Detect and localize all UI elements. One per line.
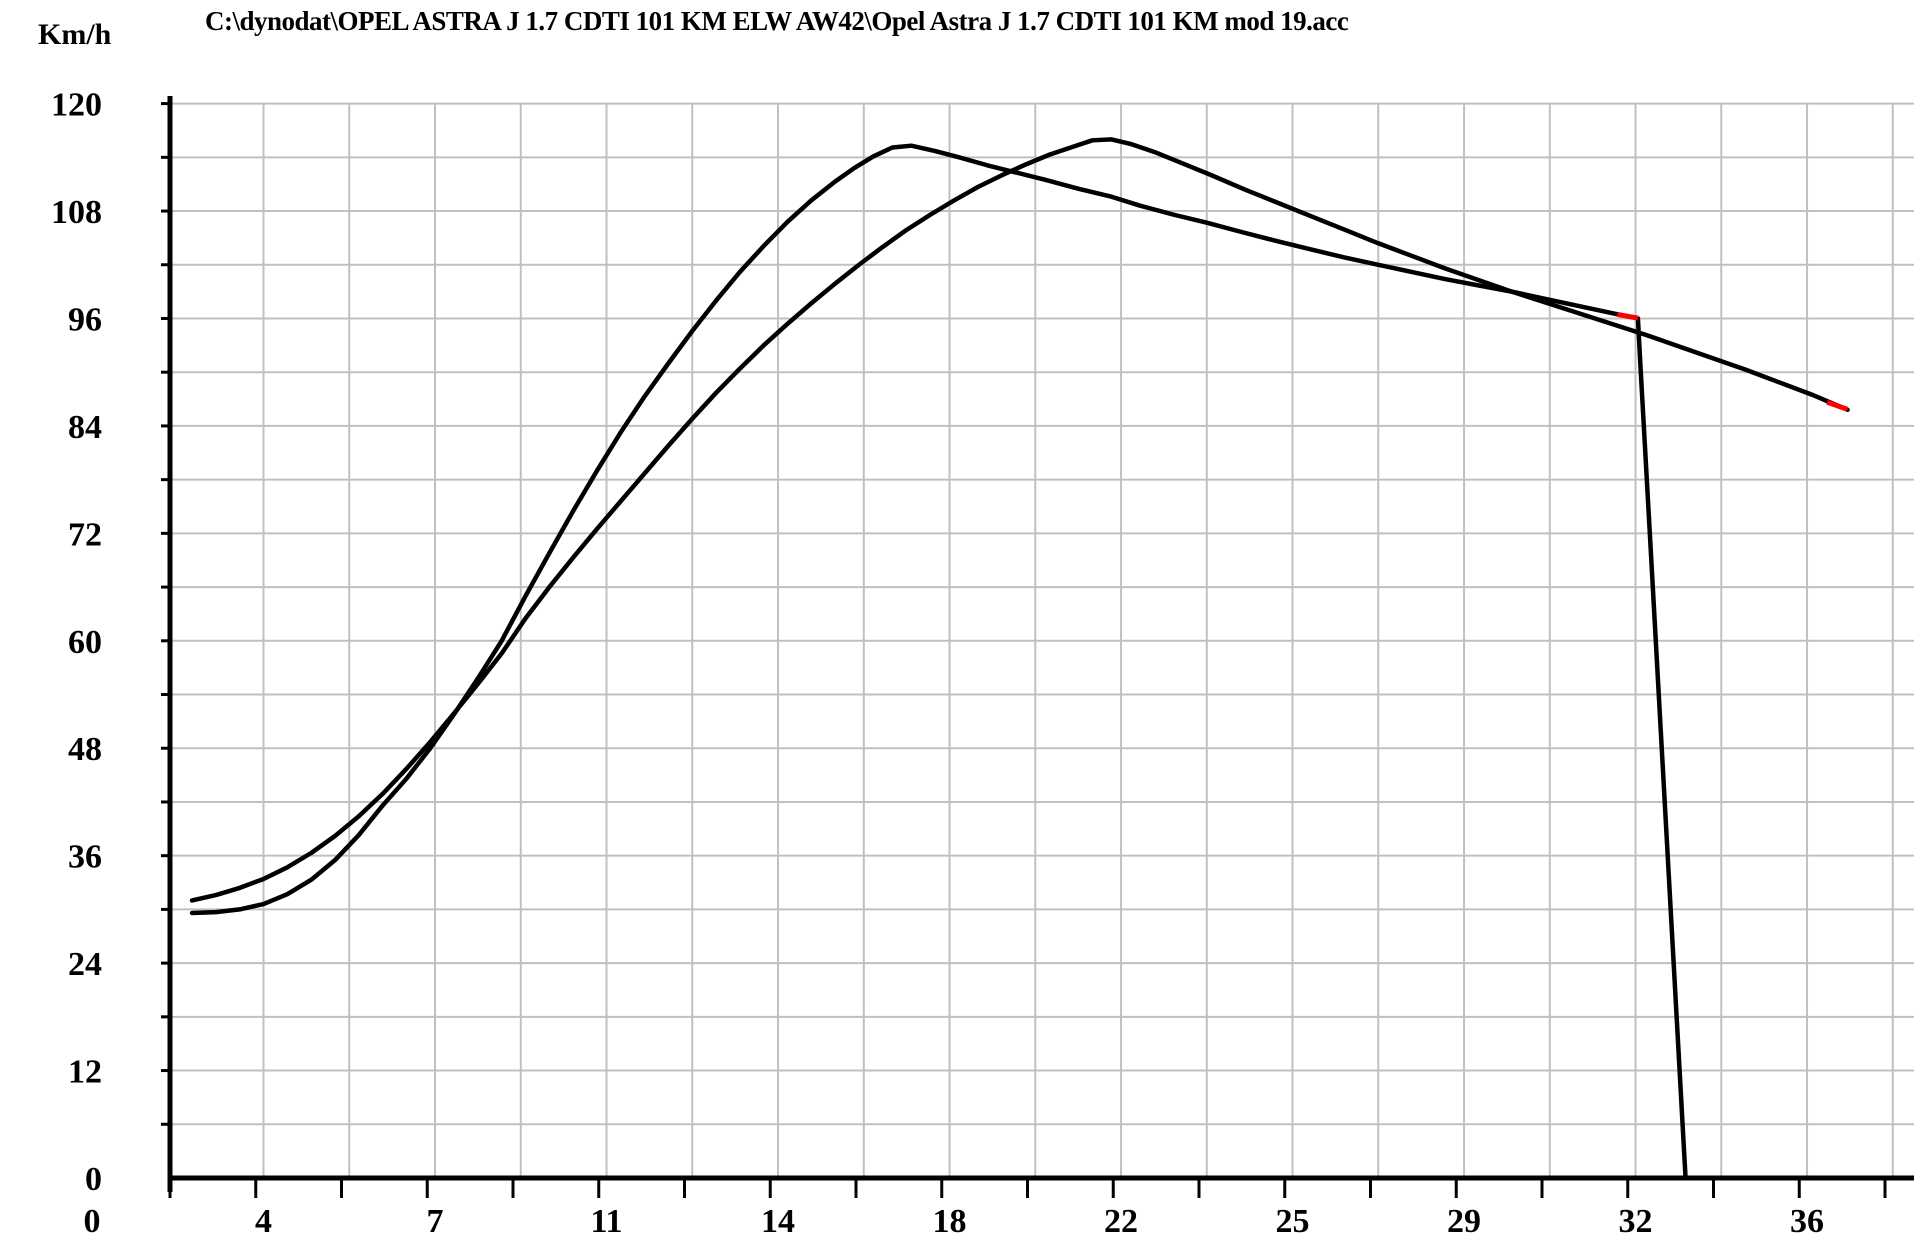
y-tick [161, 370, 170, 374]
y-axis-tick-label: 72 [68, 516, 102, 553]
x-tick [1197, 1180, 1201, 1198]
axis-ticks [161, 102, 1887, 1198]
speed-curves [189, 137, 1850, 1181]
x-tick [940, 1180, 944, 1198]
y-axis-tick-label: 84 [68, 409, 102, 446]
y-tick [161, 1122, 170, 1126]
x-tick [1540, 1180, 1544, 1198]
y-tick [161, 478, 170, 482]
x-tick [254, 1180, 258, 1198]
x-tick [768, 1180, 772, 1198]
y-axis-tick-label: 60 [68, 624, 102, 661]
y-tick [161, 639, 170, 643]
y-axis-tick-label: 0 [85, 1161, 102, 1198]
y-axis-tick-label: 108 [51, 194, 102, 231]
x-axis-tick-label: 18 [933, 1203, 967, 1240]
x-axis-line [167, 1175, 1914, 1181]
x-tick [854, 1180, 858, 1198]
y-tick [161, 1015, 170, 1019]
x-axis-tick-label: 29 [1447, 1203, 1481, 1240]
x-axis-tick-label: 7 [427, 1203, 444, 1240]
y-tick [161, 854, 170, 858]
y-tick [161, 585, 170, 589]
y-axis-tick-label: 36 [68, 839, 102, 876]
x-axis-tick-label: 36 [1790, 1203, 1824, 1240]
y-tick [161, 961, 170, 965]
speed-curve-run-1-early-peak-with-brake-drop [189, 143, 1688, 1181]
x-axis-tick-label: 4 [255, 1203, 272, 1240]
y-tick [161, 316, 170, 320]
y-axis-tick-label: 12 [68, 1054, 102, 1091]
x-tick [597, 1180, 601, 1198]
x-tick [1454, 1180, 1458, 1198]
y-tick [161, 907, 170, 911]
x-tick [1626, 1180, 1630, 1198]
y-tick [161, 424, 170, 428]
y-tick [161, 102, 170, 106]
x-tick [340, 1180, 343, 1198]
x-tick [1797, 1180, 1801, 1198]
run-end-marker-run-1-early-peak-with-brake-drop [1617, 311, 1639, 321]
x-tick [683, 1180, 686, 1198]
x-axis-tick-label: 0 [84, 1203, 101, 1240]
x-tick [1283, 1180, 1287, 1198]
x-tick [1712, 1180, 1715, 1198]
run-end-marker-run-2-late-peak-long-tail [1826, 399, 1849, 412]
y-tick [161, 746, 170, 750]
x-tick [1883, 1180, 1887, 1198]
x-tick [1369, 1180, 1372, 1198]
x-tick [1026, 1180, 1029, 1198]
y-axis-line [167, 96, 173, 1192]
x-tick [1111, 1180, 1115, 1198]
x-axis-tick-label: 32 [1619, 1203, 1653, 1240]
y-tick [161, 263, 170, 267]
x-axis-tick-label: 14 [761, 1203, 795, 1240]
x-axis-tick-label: 22 [1104, 1203, 1138, 1240]
x-tick [425, 1180, 429, 1198]
speed-curve-run-2-late-peak-long-tail [189, 137, 1850, 903]
y-axis-unit-label: Km/h [38, 18, 112, 51]
y-axis-tick-label: 48 [68, 731, 102, 768]
y-axis-tick-label: 24 [68, 946, 102, 983]
x-axis-tick-label: 11 [590, 1203, 622, 1240]
axes [167, 96, 1914, 1192]
x-tick [511, 1180, 515, 1198]
y-axis-tick-label: 120 [51, 87, 102, 124]
y-axis-labels: 0 12 24 36 48 60 72 84 96 108 120 [51, 87, 102, 1198]
y-tick [161, 800, 170, 804]
file-path-title: C:\dynodat\OPEL ASTRA J 1.7 CDTI 101 KM … [205, 6, 1349, 36]
x-tick [168, 1180, 172, 1198]
x-axis-labels: 0 4 7 11 14 18 22 25 29 32 36 [84, 1203, 1825, 1240]
y-tick [161, 693, 170, 697]
y-axis-tick-label: 96 [68, 301, 102, 338]
y-tick [161, 209, 170, 213]
y-tick [161, 1069, 170, 1073]
y-tick [161, 155, 170, 159]
gridlines [170, 102, 1914, 1178]
x-axis-tick-label: 25 [1276, 1203, 1310, 1240]
y-tick [161, 531, 170, 535]
